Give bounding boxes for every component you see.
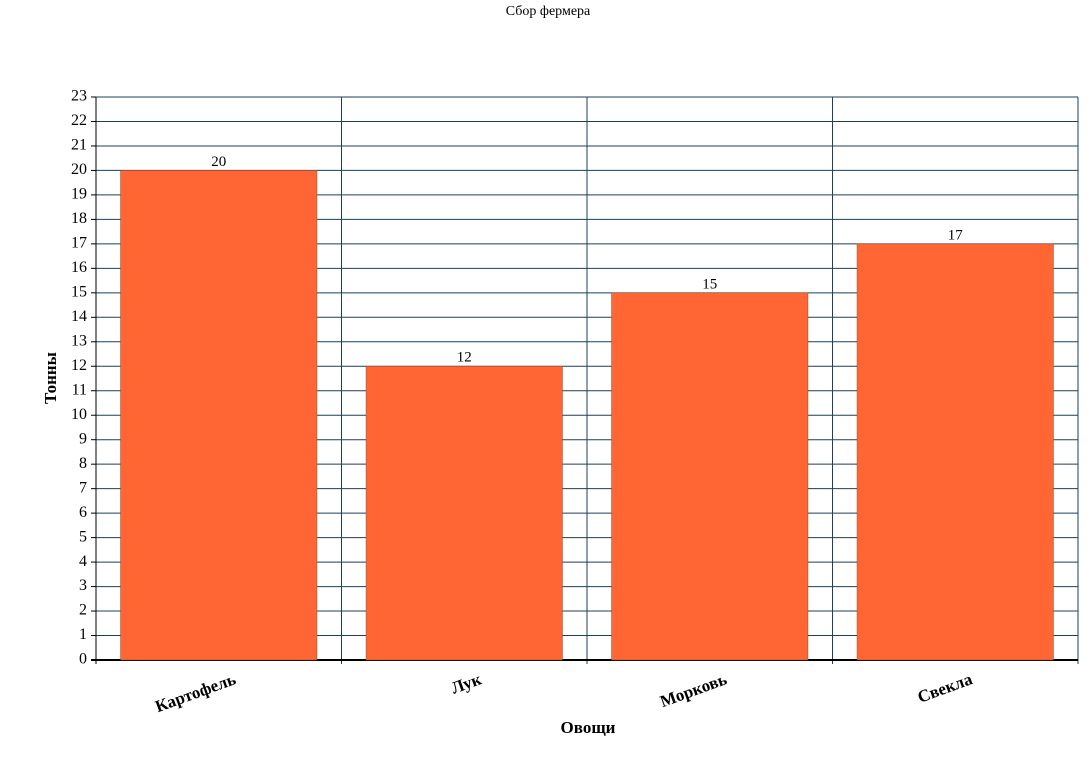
y-tick-label: 22 <box>71 112 87 129</box>
y-tick-label: 0 <box>79 651 87 668</box>
y-tick-label: 2 <box>79 602 87 619</box>
y-tick-label: 8 <box>79 455 87 472</box>
y-tick-label: 19 <box>71 186 87 203</box>
value-label-bg <box>452 353 477 366</box>
y-axis-label: Тонны <box>41 352 60 404</box>
y-tick-label: 10 <box>71 406 87 423</box>
y-tick-label: 6 <box>79 504 87 521</box>
y-tick-label: 1 <box>79 626 87 643</box>
value-label-bg <box>206 157 231 170</box>
value-label-bg <box>697 279 722 292</box>
x-tick-label: Лук <box>449 669 484 697</box>
y-tick-label: 7 <box>79 479 87 496</box>
bar <box>120 170 318 661</box>
value-label: 20 <box>211 154 226 170</box>
y-tick-label: 23 <box>71 88 87 105</box>
y-tick-label: 12 <box>71 357 87 374</box>
value-label: 17 <box>948 227 964 243</box>
y-tick-label: 4 <box>79 553 87 570</box>
y-tick-label: 5 <box>79 528 87 545</box>
x-tick-label: Свекла <box>915 669 975 706</box>
y-tick-label: 20 <box>71 161 87 178</box>
y-tick-label: 14 <box>71 308 87 325</box>
y-tick-label: 16 <box>71 259 87 276</box>
bar <box>611 292 809 661</box>
value-label: 12 <box>457 350 472 366</box>
y-tick-label: 15 <box>71 283 87 300</box>
chart-title: Сбор фермера <box>506 4 591 19</box>
x-axis-label: Овощи <box>561 718 616 737</box>
y-tick-label: 11 <box>72 381 87 398</box>
bar <box>856 243 1054 661</box>
y-tick-label: 9 <box>79 430 87 447</box>
y-tick-label: 3 <box>79 577 87 594</box>
y-tick-label: 18 <box>71 210 87 227</box>
y-tick-label: 13 <box>71 332 87 349</box>
value-label-bg <box>943 230 968 243</box>
y-tick-label: 17 <box>71 235 87 252</box>
value-label: 15 <box>702 276 717 292</box>
x-tick-label: Морковь <box>657 669 729 711</box>
x-tick-label: Картофель <box>153 669 239 716</box>
y-tick-label: 21 <box>71 137 87 154</box>
bar <box>365 366 563 661</box>
